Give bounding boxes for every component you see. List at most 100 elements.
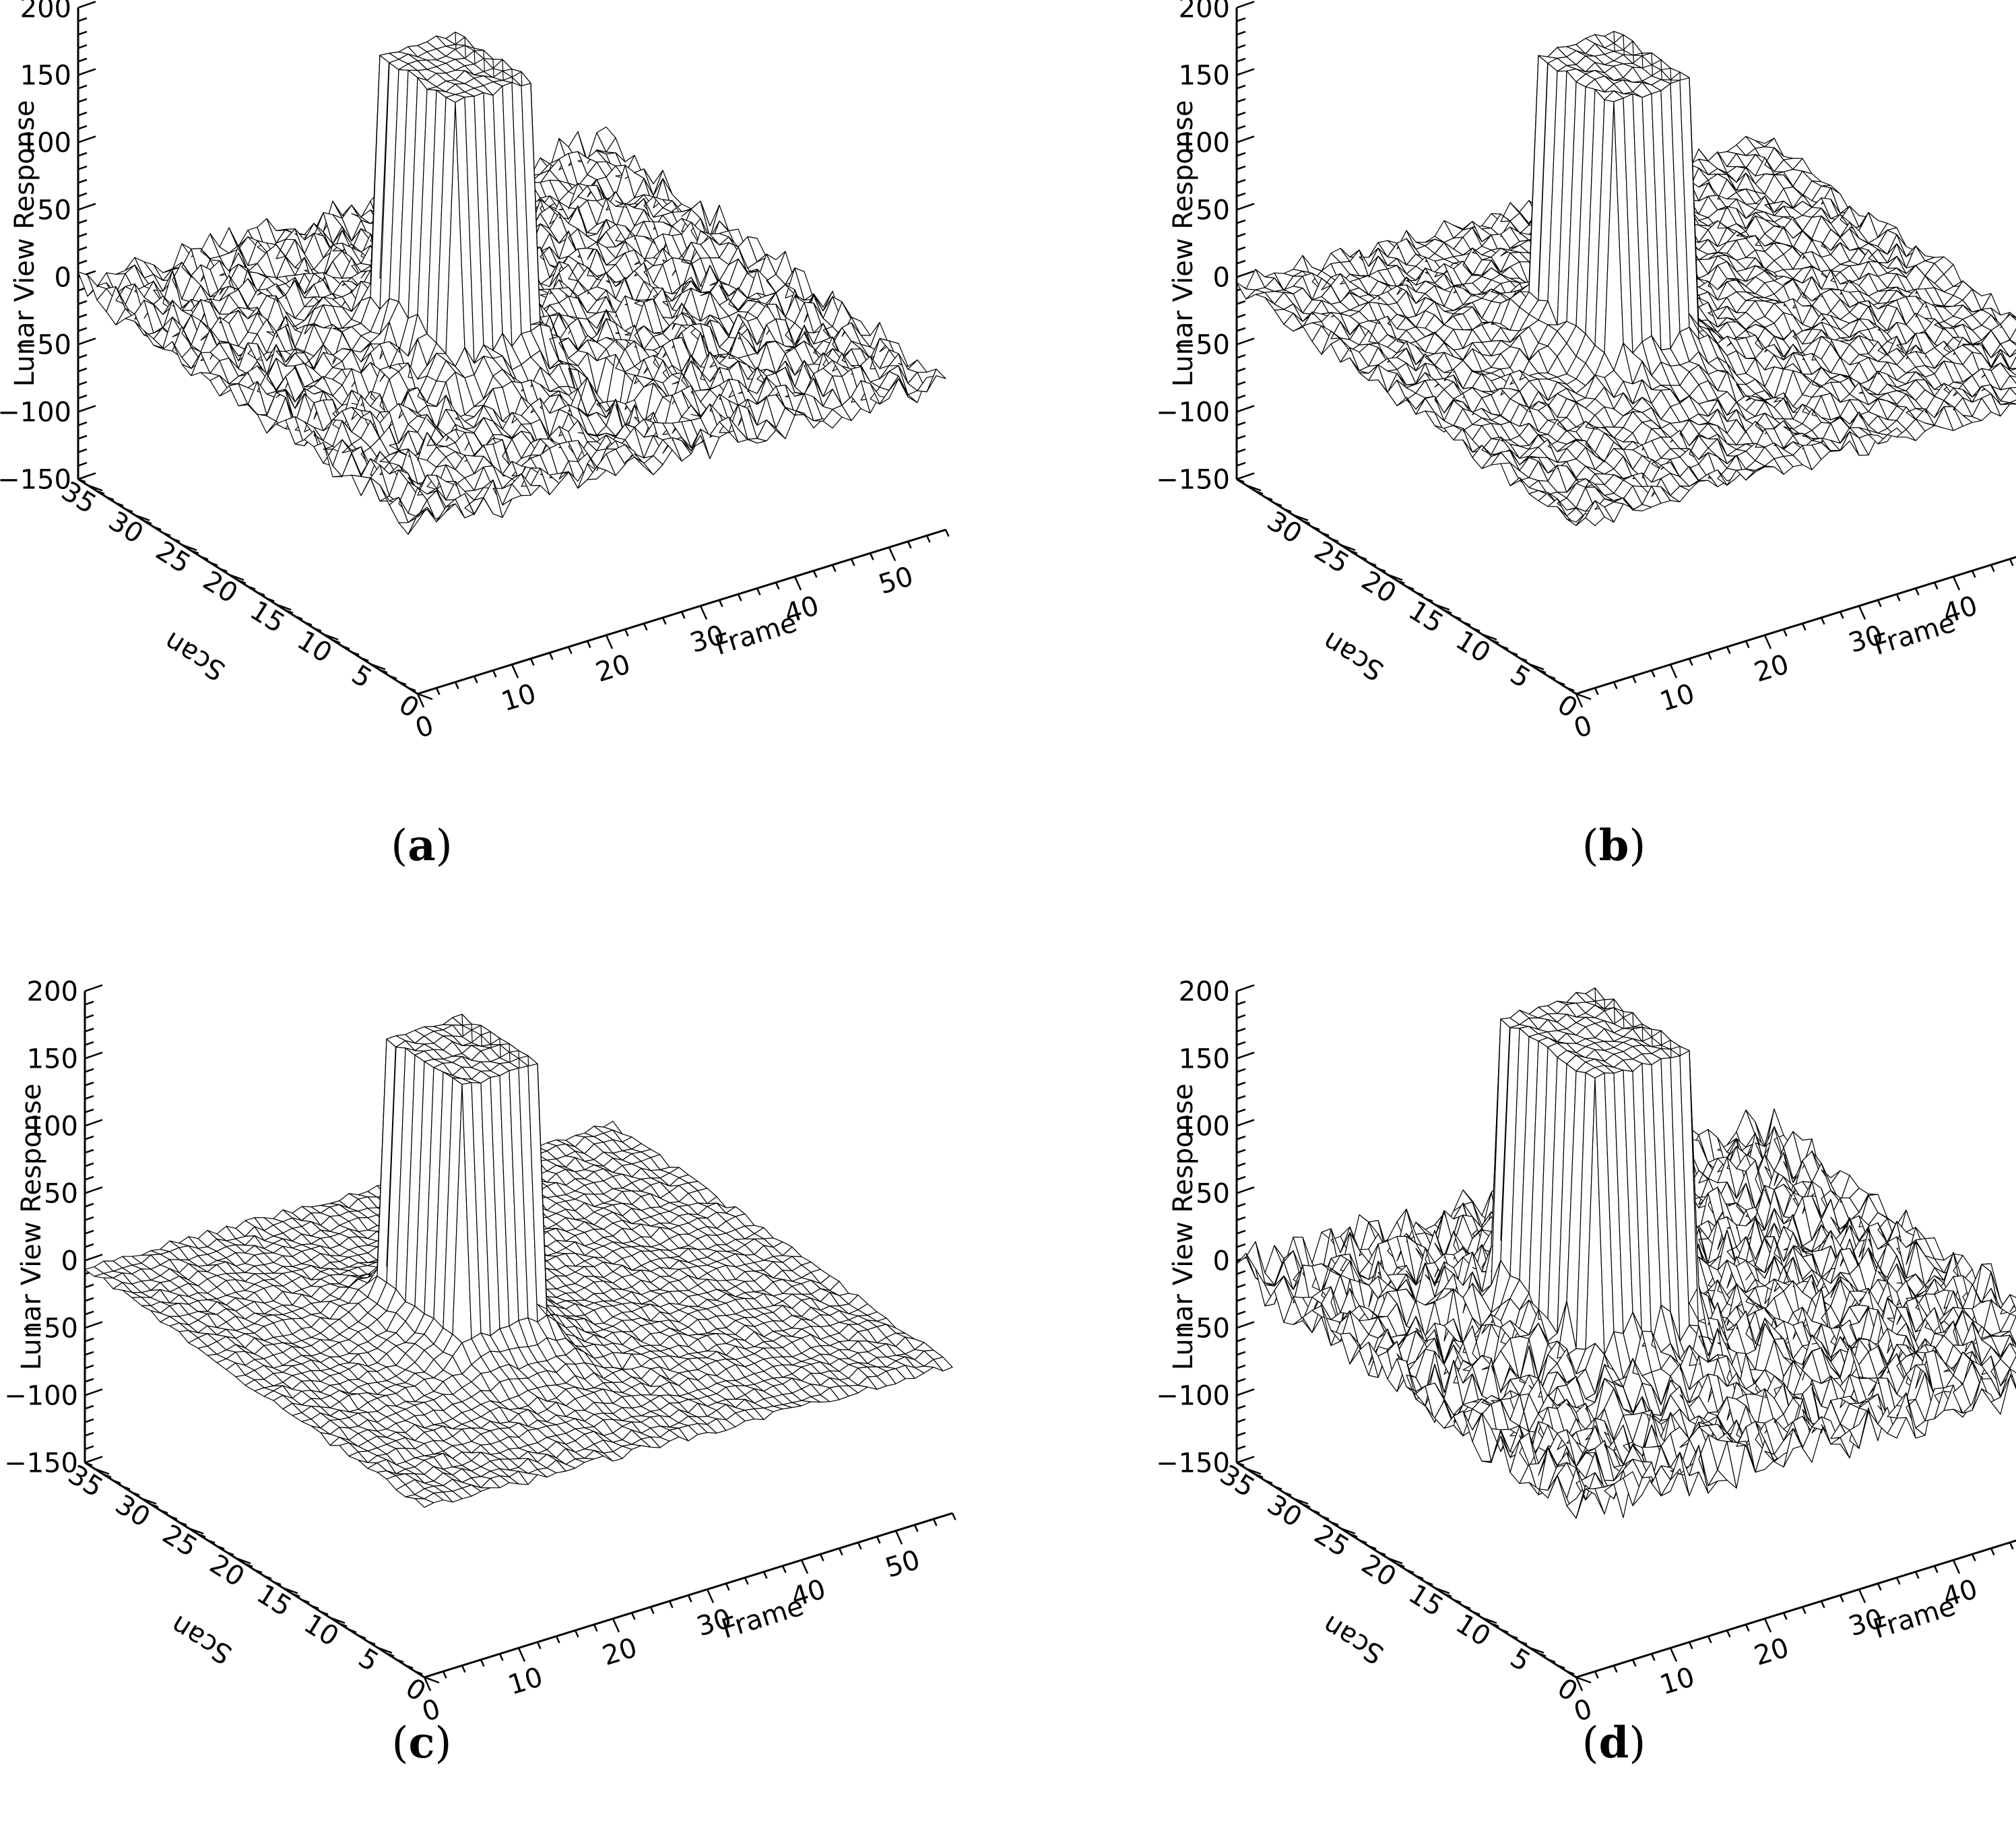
frame-tick — [888, 546, 897, 562]
z-tick — [84, 1283, 94, 1289]
frame-tick — [480, 1659, 485, 1667]
z-tick — [1236, 337, 1255, 346]
z-tick — [84, 1456, 103, 1464]
scan-tick — [1519, 657, 1528, 662]
z-tick — [84, 1175, 94, 1181]
frame-tick — [605, 635, 614, 649]
z-tick — [1236, 421, 1246, 426]
z-tick — [77, 68, 96, 76]
scan-tick — [96, 490, 105, 495]
z-tick — [1236, 367, 1246, 373]
z-tick — [84, 1108, 94, 1113]
z-tick — [84, 1431, 94, 1437]
scan-tick — [245, 1563, 253, 1568]
z-tick-label: 0 — [1213, 262, 1230, 293]
z-tick-label: 150 — [20, 60, 71, 91]
frame-tick-label: 10 — [505, 1662, 546, 1702]
frame-tick — [624, 628, 629, 637]
frame-tick — [1594, 687, 1599, 695]
scan-tick — [1557, 681, 1565, 686]
z-tick — [77, 232, 88, 238]
z-tick-label: 150 — [27, 1043, 78, 1074]
scan-tick — [294, 615, 303, 620]
surface-cell — [2009, 314, 2016, 321]
scan-tick-label: 15 — [1403, 595, 1449, 639]
scan-tick — [1330, 538, 1339, 543]
z-tick — [84, 1068, 94, 1073]
z-tick — [77, 179, 88, 184]
scan-tick — [379, 669, 388, 674]
scan-tick-label: 25 — [1309, 536, 1355, 580]
scan-tick — [377, 1646, 393, 1654]
z-axis-title: Lunar View Response — [1168, 100, 1199, 387]
z-tick — [84, 1135, 94, 1140]
z-tick — [1236, 246, 1246, 251]
z-tick-label: 50 — [37, 195, 71, 226]
z-tick — [1236, 381, 1246, 386]
z-tick — [77, 192, 88, 197]
scan-tick — [1509, 651, 1518, 656]
scan-tick — [106, 496, 115, 501]
scan-tick — [247, 585, 256, 590]
frame-tick — [1933, 582, 1939, 590]
scan-tick — [313, 627, 322, 632]
frame-tick — [869, 552, 874, 560]
frame-tick — [1782, 628, 1788, 637]
z-tick — [77, 44, 88, 49]
z-tick — [84, 1162, 94, 1167]
frame-tick — [1820, 617, 1825, 625]
z-tick-label: −50 — [15, 329, 71, 360]
z-tick — [84, 1404, 94, 1410]
scan-tick — [1547, 675, 1556, 680]
frame-tick — [649, 1607, 655, 1615]
z-tick — [84, 984, 103, 992]
z-tick — [1236, 152, 1246, 157]
frame-tick — [643, 623, 648, 631]
scan-tick — [1462, 621, 1471, 626]
scan-tick — [125, 508, 133, 513]
surface-cell — [2009, 356, 2016, 370]
scan-tick — [323, 633, 339, 641]
z-tick-label: 0 — [55, 262, 71, 293]
frame-tick — [1801, 623, 1807, 631]
scan-tick — [153, 526, 162, 531]
z-tick-label: 200 — [27, 976, 78, 1007]
scan-tick — [162, 531, 171, 537]
z-tick — [1236, 135, 1255, 143]
z-tick — [84, 1081, 94, 1087]
scan-tick — [1274, 502, 1282, 507]
frame-tick — [812, 570, 818, 578]
scan-axis-title: Scan — [1318, 625, 1390, 686]
scan-tick-label: 20 — [1356, 565, 1402, 610]
frame-tick — [630, 1612, 636, 1620]
z-tick-label: −150 — [1156, 464, 1230, 495]
z-tick — [77, 125, 88, 130]
scan-tick — [160, 1510, 168, 1514]
frame-tick — [548, 652, 554, 660]
scan-tick — [134, 514, 150, 521]
surface-cell — [926, 368, 946, 393]
z-tick — [1236, 259, 1246, 265]
scan-tick — [226, 1551, 234, 1556]
frame-tick — [687, 1594, 692, 1603]
z-tick — [1236, 461, 1246, 467]
frame-tick — [1763, 635, 1772, 649]
z-tick — [84, 1051, 103, 1060]
scan-tick — [143, 520, 152, 525]
scan-tick — [1264, 496, 1273, 501]
scan-tick — [398, 681, 407, 686]
surface-cell — [2009, 368, 2016, 376]
frame-tick — [668, 1600, 674, 1609]
z-tick-label: −150 — [4, 1448, 78, 1479]
z-axis-title: Lunar View Response — [9, 100, 40, 387]
frame-tick — [661, 617, 667, 625]
z-tick — [77, 111, 88, 117]
frame-tick — [944, 529, 950, 537]
z-tick — [84, 1000, 94, 1006]
z-tick — [84, 1202, 94, 1208]
frame-tick — [781, 1565, 787, 1574]
frame-tick — [593, 1624, 598, 1632]
frame-tick — [718, 600, 723, 608]
z-tick — [77, 203, 96, 211]
z-tick — [1236, 84, 1246, 90]
